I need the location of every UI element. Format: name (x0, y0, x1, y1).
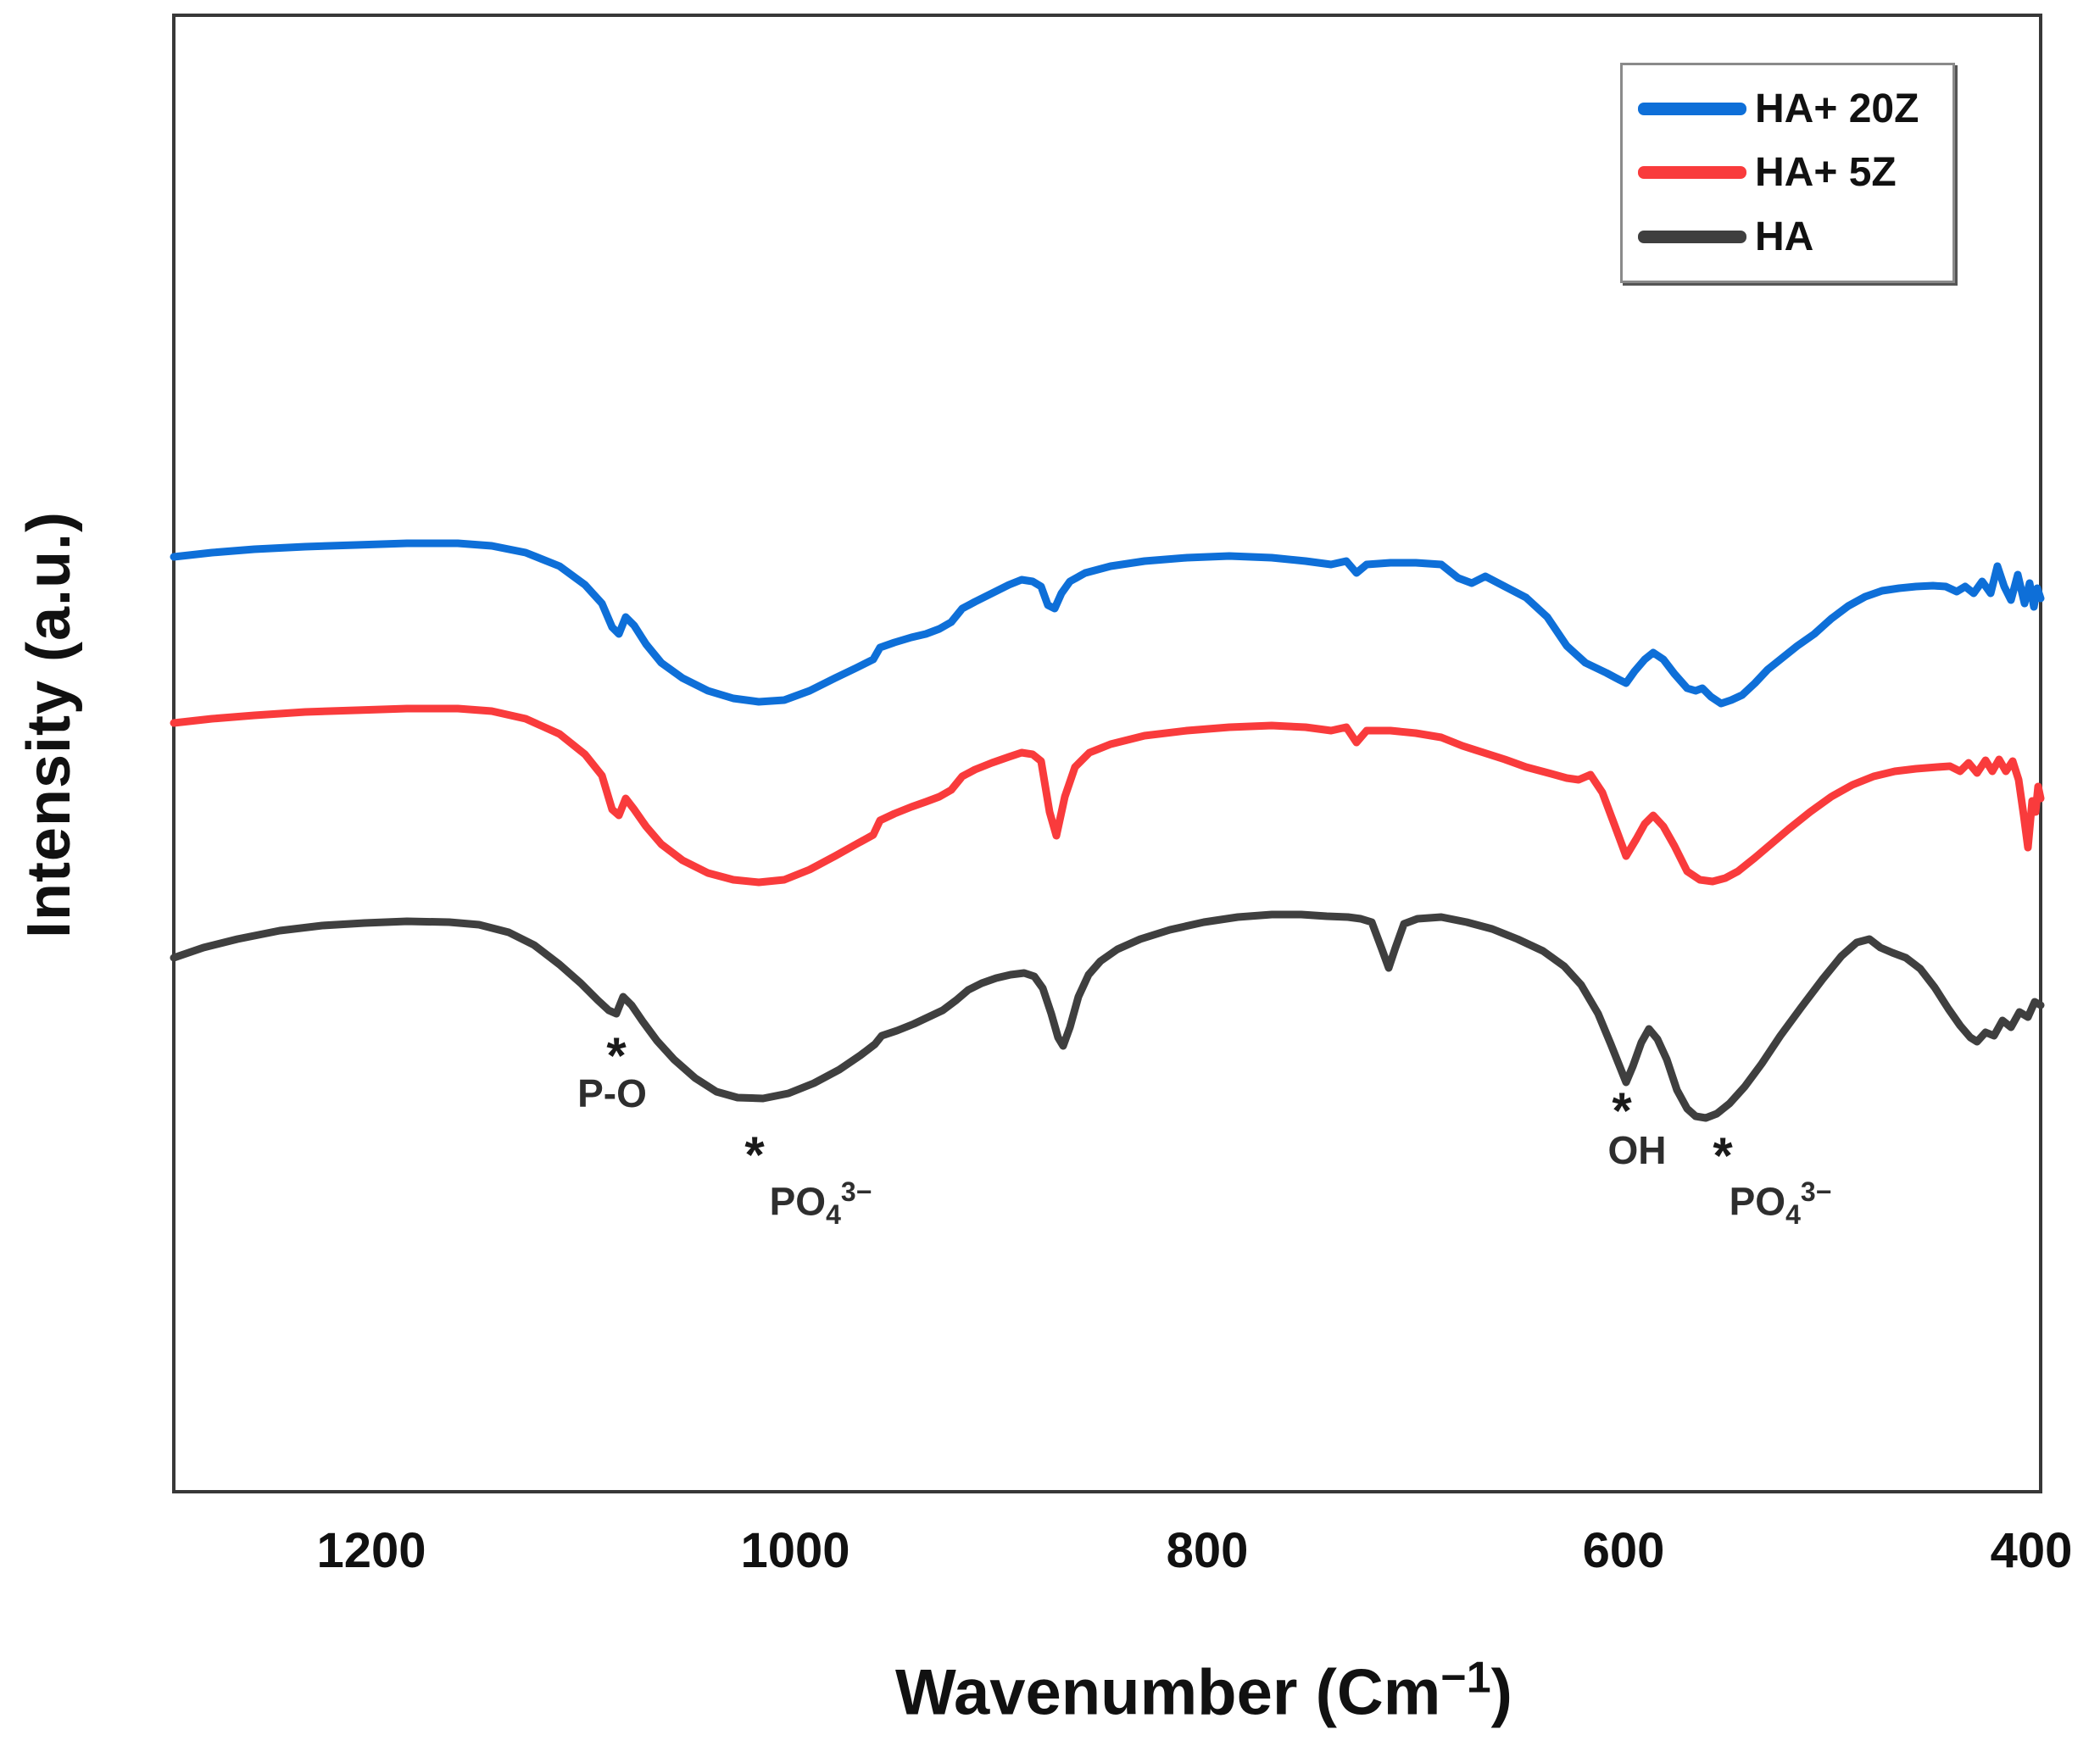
x-tick-1200: 1200 (316, 1523, 426, 1578)
x-axis-label-text: Wavenumber (Cm (895, 1656, 1441, 1729)
legend-label-ha-20z: HA+ 20Z (1755, 86, 1919, 132)
po4-main: PO (769, 1179, 827, 1224)
po4-subscript: 4 (826, 1198, 841, 1230)
legend-entry-ha: HA (1638, 214, 1937, 260)
legend-label-ha-5z: HA+ 5Z (1755, 150, 1897, 196)
x-tick-600: 600 (1582, 1523, 1665, 1578)
spectrum-ha-5z (170, 704, 2045, 887)
po4-bend-main: PO (1729, 1179, 1786, 1224)
peak-marker-oh: * (1612, 1082, 1632, 1139)
peak-label-oh: OH (1607, 1128, 1667, 1172)
po4-bend-superscript: 3− (1800, 1176, 1832, 1208)
x-tick-400: 400 (1990, 1523, 2073, 1578)
x-axis-label-close: ) (1490, 1656, 1512, 1729)
x-axis-label-sup: −1 (1440, 1653, 1491, 1703)
peak-label-po: P-O (577, 1071, 647, 1115)
legend-entry-ha-20z: HA+ 20Z (1638, 86, 1937, 132)
legend-entry-ha-5z: HA+ 5Z (1638, 149, 1937, 196)
legend-label-ha: HA (1755, 214, 1814, 259)
spectrum-ha-20z (170, 539, 2045, 708)
peak-label-po4-stretch: PO43− (770, 1176, 872, 1231)
y-axis-label: Intensity (a.u.) (15, 510, 83, 939)
legend-line-blue (1638, 103, 1746, 116)
legend-line-red (1638, 166, 1746, 180)
peak-marker-po4-stretch: * (744, 1126, 765, 1183)
legend-box: HA+ 20Z HA+ 5Z HA (1620, 63, 1955, 283)
plot-area-border (172, 14, 2042, 1493)
peak-marker-po: * (606, 1027, 627, 1084)
peak-label-po4-bend: PO43− (1730, 1176, 1832, 1231)
x-axis-label: Wavenumber (Cm−1) (895, 1652, 1512, 1729)
legend-line-black (1638, 230, 1746, 243)
po4-superscript: 3− (840, 1176, 872, 1208)
spectrum-ha (170, 910, 2045, 1122)
peak-marker-po4-bend: * (1713, 1127, 1733, 1184)
x-tick-1000: 1000 (740, 1523, 850, 1578)
po4-bend-subscript: 4 (1785, 1198, 1801, 1230)
x-tick-800: 800 (1166, 1523, 1249, 1578)
